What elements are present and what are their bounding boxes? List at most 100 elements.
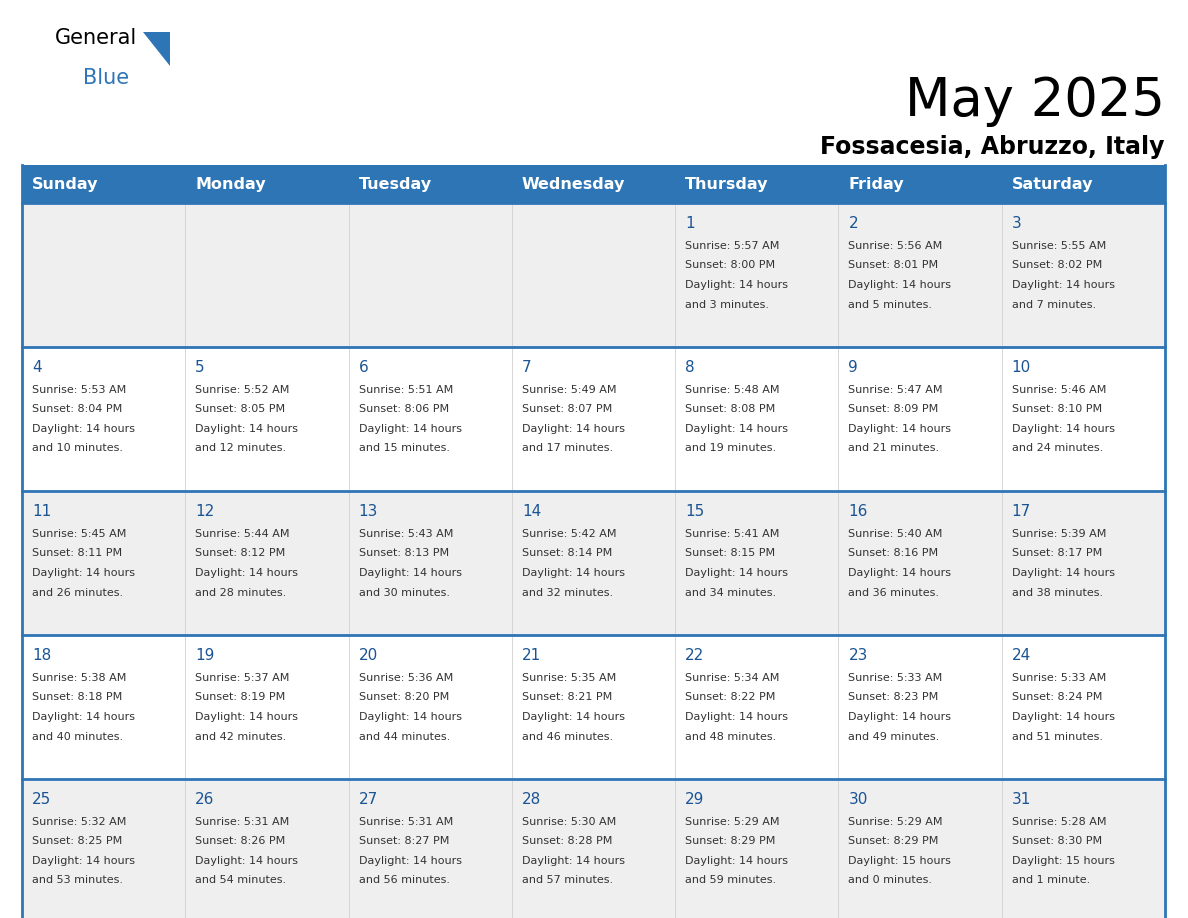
Text: 5: 5 <box>195 360 204 375</box>
Text: 8: 8 <box>685 360 695 375</box>
Text: 30: 30 <box>848 792 867 807</box>
Text: Sunset: 8:14 PM: Sunset: 8:14 PM <box>522 548 612 558</box>
Text: and 17 minutes.: and 17 minutes. <box>522 443 613 453</box>
Text: 11: 11 <box>32 504 51 519</box>
Text: Daylight: 14 hours: Daylight: 14 hours <box>522 568 625 578</box>
Text: General: General <box>55 28 138 48</box>
Text: 4: 4 <box>32 360 42 375</box>
Text: Thursday: Thursday <box>685 176 769 192</box>
Text: Daylight: 14 hours: Daylight: 14 hours <box>848 568 952 578</box>
Text: Daylight: 14 hours: Daylight: 14 hours <box>195 712 298 722</box>
Text: Daylight: 14 hours: Daylight: 14 hours <box>685 712 788 722</box>
Text: Sunset: 8:05 PM: Sunset: 8:05 PM <box>195 405 285 415</box>
Text: and 51 minutes.: and 51 minutes. <box>1012 732 1102 742</box>
Text: Sunrise: 5:55 AM: Sunrise: 5:55 AM <box>1012 241 1106 251</box>
Text: and 48 minutes.: and 48 minutes. <box>685 732 777 742</box>
Bar <box>23 203 1165 347</box>
Text: Sunset: 8:24 PM: Sunset: 8:24 PM <box>1012 692 1102 702</box>
Text: Daylight: 14 hours: Daylight: 14 hours <box>1012 424 1114 434</box>
Text: Daylight: 14 hours: Daylight: 14 hours <box>522 856 625 866</box>
Text: and 38 minutes.: and 38 minutes. <box>1012 588 1102 598</box>
Text: and 42 minutes.: and 42 minutes. <box>195 732 286 742</box>
Text: Daylight: 15 hours: Daylight: 15 hours <box>848 856 952 866</box>
Text: Sunset: 8:02 PM: Sunset: 8:02 PM <box>1012 261 1102 271</box>
Text: Saturday: Saturday <box>1012 176 1093 192</box>
Text: and 1 minute.: and 1 minute. <box>1012 876 1089 886</box>
Text: Tuesday: Tuesday <box>359 176 431 192</box>
Text: Daylight: 14 hours: Daylight: 14 hours <box>1012 568 1114 578</box>
Text: Daylight: 14 hours: Daylight: 14 hours <box>1012 280 1114 290</box>
Text: and 0 minutes.: and 0 minutes. <box>848 876 933 886</box>
Text: Sunset: 8:15 PM: Sunset: 8:15 PM <box>685 548 776 558</box>
Text: Sunrise: 5:28 AM: Sunrise: 5:28 AM <box>1012 817 1106 827</box>
Text: Sunrise: 5:48 AM: Sunrise: 5:48 AM <box>685 385 779 395</box>
Text: Sunrise: 5:39 AM: Sunrise: 5:39 AM <box>1012 529 1106 539</box>
Text: Sunrise: 5:42 AM: Sunrise: 5:42 AM <box>522 529 617 539</box>
Text: and 28 minutes.: and 28 minutes. <box>195 588 286 598</box>
Text: Sunrise: 5:51 AM: Sunrise: 5:51 AM <box>359 385 453 395</box>
Text: Daylight: 14 hours: Daylight: 14 hours <box>32 568 135 578</box>
Text: Daylight: 14 hours: Daylight: 14 hours <box>359 856 462 866</box>
Text: Sunrise: 5:43 AM: Sunrise: 5:43 AM <box>359 529 453 539</box>
Text: and 53 minutes.: and 53 minutes. <box>32 876 124 886</box>
Text: Sunset: 8:07 PM: Sunset: 8:07 PM <box>522 405 612 415</box>
Bar <box>23 491 1165 635</box>
Text: Sunrise: 5:33 AM: Sunrise: 5:33 AM <box>1012 673 1106 683</box>
Text: Daylight: 14 hours: Daylight: 14 hours <box>195 568 298 578</box>
Text: 20: 20 <box>359 648 378 663</box>
Text: Sunset: 8:25 PM: Sunset: 8:25 PM <box>32 836 122 846</box>
Text: Sunset: 8:00 PM: Sunset: 8:00 PM <box>685 261 776 271</box>
Text: Sunrise: 5:36 AM: Sunrise: 5:36 AM <box>359 673 453 683</box>
Text: Sunrise: 5:53 AM: Sunrise: 5:53 AM <box>32 385 126 395</box>
Text: and 3 minutes.: and 3 minutes. <box>685 299 769 309</box>
Bar <box>23 347 1165 491</box>
Text: Wednesday: Wednesday <box>522 176 625 192</box>
Text: Daylight: 14 hours: Daylight: 14 hours <box>1012 712 1114 722</box>
Text: Daylight: 14 hours: Daylight: 14 hours <box>685 856 788 866</box>
Text: 7: 7 <box>522 360 531 375</box>
Text: and 46 minutes.: and 46 minutes. <box>522 732 613 742</box>
Text: Sunset: 8:04 PM: Sunset: 8:04 PM <box>32 405 122 415</box>
Text: Blue: Blue <box>83 68 129 88</box>
Text: Sunday: Sunday <box>32 176 99 192</box>
Text: Sunset: 8:22 PM: Sunset: 8:22 PM <box>685 692 776 702</box>
Text: and 5 minutes.: and 5 minutes. <box>848 299 933 309</box>
Text: Sunset: 8:01 PM: Sunset: 8:01 PM <box>848 261 939 271</box>
Text: 23: 23 <box>848 648 867 663</box>
Text: and 32 minutes.: and 32 minutes. <box>522 588 613 598</box>
Text: Sunset: 8:18 PM: Sunset: 8:18 PM <box>32 692 122 702</box>
Text: 9: 9 <box>848 360 858 375</box>
Text: Monday: Monday <box>195 176 266 192</box>
Text: Sunrise: 5:41 AM: Sunrise: 5:41 AM <box>685 529 779 539</box>
Text: and 59 minutes.: and 59 minutes. <box>685 876 776 886</box>
Text: 22: 22 <box>685 648 704 663</box>
Text: 13: 13 <box>359 504 378 519</box>
Text: May 2025: May 2025 <box>905 75 1165 127</box>
Text: Sunset: 8:28 PM: Sunset: 8:28 PM <box>522 836 612 846</box>
Text: Sunset: 8:10 PM: Sunset: 8:10 PM <box>1012 405 1101 415</box>
Text: Daylight: 14 hours: Daylight: 14 hours <box>522 424 625 434</box>
Text: Sunset: 8:16 PM: Sunset: 8:16 PM <box>848 548 939 558</box>
Text: Sunrise: 5:57 AM: Sunrise: 5:57 AM <box>685 241 779 251</box>
Text: Sunrise: 5:47 AM: Sunrise: 5:47 AM <box>848 385 943 395</box>
Text: Sunset: 8:06 PM: Sunset: 8:06 PM <box>359 405 449 415</box>
Text: Sunset: 8:21 PM: Sunset: 8:21 PM <box>522 692 612 702</box>
Text: 10: 10 <box>1012 360 1031 375</box>
Text: Sunrise: 5:32 AM: Sunrise: 5:32 AM <box>32 817 126 827</box>
Text: and 19 minutes.: and 19 minutes. <box>685 443 776 453</box>
Text: Daylight: 14 hours: Daylight: 14 hours <box>685 424 788 434</box>
Text: Sunrise: 5:56 AM: Sunrise: 5:56 AM <box>848 241 943 251</box>
Text: Fossacesia, Abruzzo, Italy: Fossacesia, Abruzzo, Italy <box>821 135 1165 159</box>
Text: 25: 25 <box>32 792 51 807</box>
Text: 27: 27 <box>359 792 378 807</box>
Text: Sunrise: 5:29 AM: Sunrise: 5:29 AM <box>685 817 779 827</box>
Text: 28: 28 <box>522 792 541 807</box>
Text: Sunrise: 5:46 AM: Sunrise: 5:46 AM <box>1012 385 1106 395</box>
Bar <box>23 165 1165 203</box>
Text: Sunset: 8:27 PM: Sunset: 8:27 PM <box>359 836 449 846</box>
Text: Daylight: 14 hours: Daylight: 14 hours <box>848 280 952 290</box>
Text: Daylight: 14 hours: Daylight: 14 hours <box>32 424 135 434</box>
Text: and 56 minutes.: and 56 minutes. <box>359 876 449 886</box>
Text: Sunrise: 5:31 AM: Sunrise: 5:31 AM <box>359 817 453 827</box>
Text: Sunrise: 5:40 AM: Sunrise: 5:40 AM <box>848 529 943 539</box>
